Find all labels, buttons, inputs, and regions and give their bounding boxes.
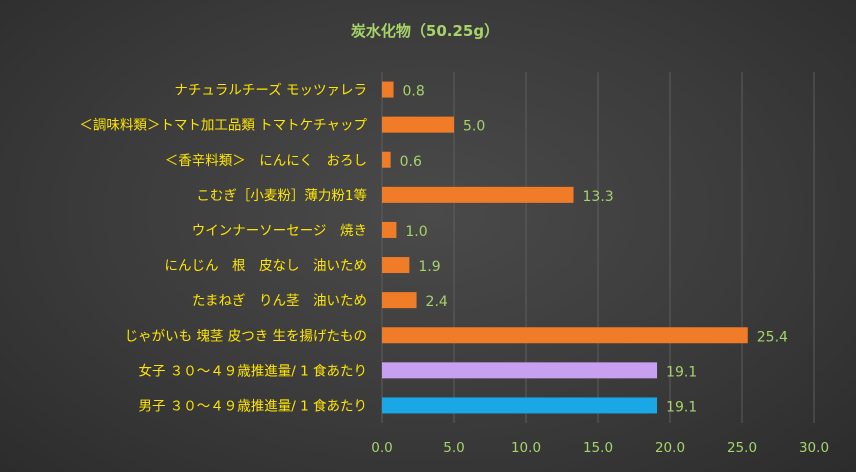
x-tick-label: 10.0 (511, 440, 541, 456)
bar (382, 257, 410, 274)
category-label: ＜香辛料類＞ にんにく おろし (165, 153, 367, 169)
value-label: 1.9 (418, 259, 440, 275)
category-label: 男子 ３０～４９歳推進量/ 1 食あたり (138, 397, 367, 414)
bar (382, 327, 748, 344)
category-label: ウインナーソーセージ 焼き (192, 223, 367, 239)
bar (382, 362, 658, 379)
x-tick-label: 20.0 (655, 440, 685, 456)
bar (382, 397, 658, 414)
x-tick-label: 25.0 (727, 440, 757, 456)
bar (382, 116, 454, 133)
category-label: 女子 ３０～４９歳推進量/ 1 食あたり (138, 362, 367, 379)
bar (382, 221, 397, 238)
value-label: 13.3 (583, 189, 614, 205)
value-label: 0.8 (403, 84, 425, 100)
x-tick-label: 30.0 (799, 440, 829, 456)
value-label: 19.1 (666, 364, 697, 380)
category-label: にんじん 根 皮なし 油いため (165, 258, 368, 274)
category-label: じゃがいも 塊茎 皮つき 生を揚げたもの (125, 327, 367, 344)
category-label: ＜調味料類＞トマト加工品類 トマトケチャップ (79, 118, 367, 134)
value-label: 1.0 (405, 224, 427, 240)
category-labels: ナチュラルチーズ モッツァレラ ＜調味料類＞トマト加工品類 トマトケチャップ ＜香辛… (79, 83, 367, 415)
x-tick-label: 5.0 (443, 440, 464, 456)
value-label: 0.6 (400, 154, 422, 170)
value-label: 2.4 (426, 294, 448, 310)
bar (382, 186, 574, 203)
bars (382, 81, 748, 414)
value-label: 5.0 (463, 119, 485, 135)
category-label: ナチュラルチーズ モッツァレラ (174, 83, 367, 99)
bar (382, 81, 394, 98)
category-label: こむぎ［小麦粉］薄力粉1等 (196, 187, 367, 204)
category-label: たまねぎ りん茎 油いため (192, 293, 367, 309)
x-tick-label: 15.0 (583, 440, 613, 456)
value-label: 25.4 (757, 329, 788, 345)
bar (382, 151, 391, 168)
value-label: 19.1 (666, 399, 697, 415)
chart-title: 炭水化物（50.25g） (351, 22, 499, 40)
value-labels: 0.8 5.0 0.6 13.3 1.0 1.9 2.4 25.4 19.1 19.1 (400, 84, 788, 416)
bar (382, 292, 417, 309)
x-tick-label: 0.0 (371, 440, 392, 456)
x-axis-ticks: 0.0 5.0 10.0 15.0 20.0 25.0 30.0 (371, 440, 829, 456)
